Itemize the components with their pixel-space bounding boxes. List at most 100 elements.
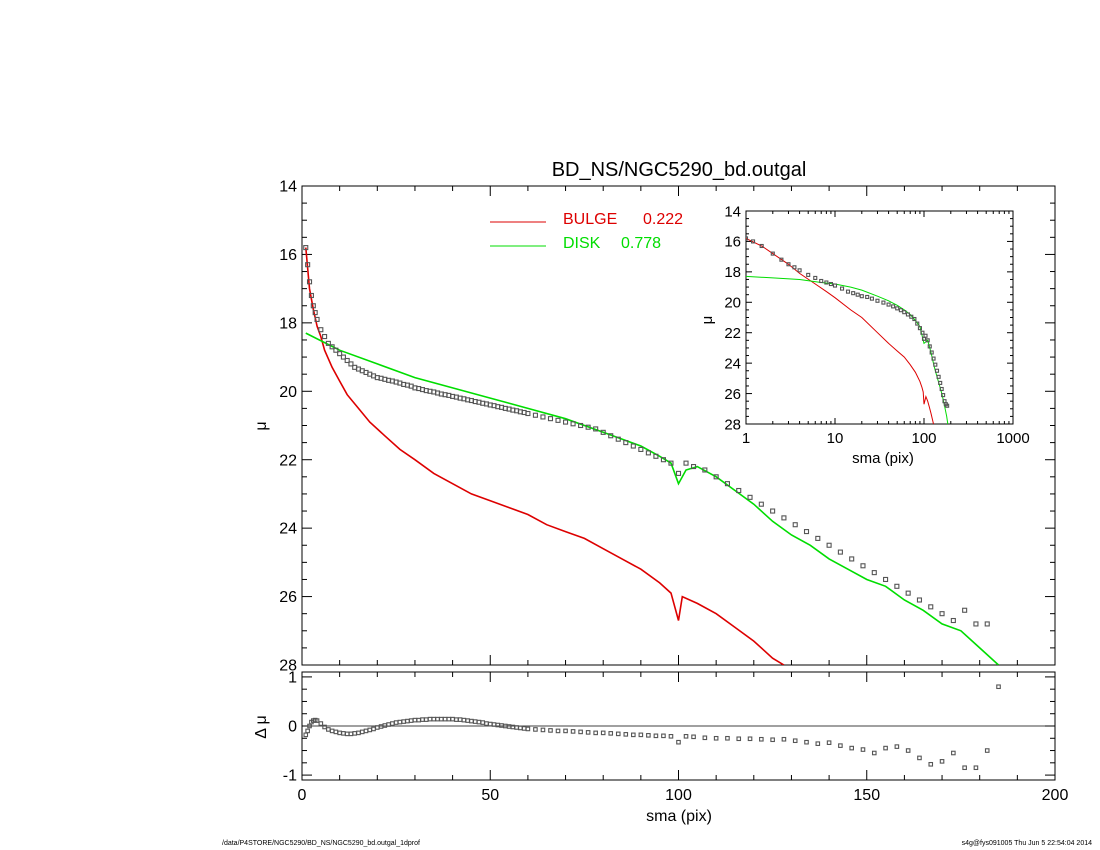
resid-data-point <box>431 716 437 722</box>
resid-data-point <box>871 750 877 756</box>
main-data-point <box>333 347 339 353</box>
inset-data-point <box>941 393 946 398</box>
main-data-point <box>547 416 554 422</box>
main-data-point <box>314 316 320 322</box>
main-data-point <box>691 464 697 470</box>
main-data-point <box>781 515 787 521</box>
inset-data-point <box>792 265 797 270</box>
resid-data-point <box>378 724 384 729</box>
resid-data-point <box>973 765 979 771</box>
main-data-point <box>623 440 629 446</box>
resid-data-point <box>337 730 342 736</box>
resid-data-point <box>928 761 934 767</box>
main-data-point <box>770 508 776 514</box>
main-data-point <box>645 450 651 456</box>
resid-data-point <box>951 750 956 756</box>
main-data-point <box>962 607 968 613</box>
resid-data-point <box>420 717 425 722</box>
inset-data-point <box>865 294 870 300</box>
resid-data-point <box>804 739 809 745</box>
main-data-point <box>308 292 314 299</box>
resid-xtick-label: 150 <box>853 787 880 804</box>
resid-data-point <box>386 722 391 727</box>
resid-data-point <box>736 736 742 742</box>
inset-data-point <box>869 296 874 301</box>
inset-xtick-label: 100 <box>911 430 936 447</box>
main-data-point <box>905 590 911 596</box>
inset-data-point <box>920 330 925 335</box>
resid-data-point <box>815 741 821 746</box>
resid-data-point <box>408 718 414 723</box>
resid-data-point <box>305 728 310 734</box>
resid-data-point <box>393 720 399 725</box>
main-data-point <box>668 460 674 466</box>
main-ytick-label: 22 <box>279 452 297 469</box>
resid-data-point <box>427 716 433 722</box>
resid-data-point <box>563 728 568 734</box>
resid-data-point <box>454 717 459 722</box>
inset-data-point <box>931 356 936 361</box>
resid-data-point <box>578 729 583 735</box>
resid-data-point <box>646 733 651 738</box>
resid-data-point <box>344 731 350 737</box>
resid-data-point <box>600 730 606 736</box>
resid-data-point <box>457 717 463 722</box>
resid-data-point <box>615 731 621 737</box>
resid-data-point <box>593 730 598 736</box>
resid-data-point <box>514 725 519 730</box>
resid-data-point <box>661 733 666 739</box>
resid-data-point <box>333 729 339 735</box>
inset-x-axis-label: sma (pix) <box>852 450 914 467</box>
footer-file-path: /data/P4STORE/NGC5290/BD_NS/NGC5290_bd.o… <box>222 840 420 847</box>
resid-data-point <box>401 719 406 724</box>
resid-data-point <box>608 731 614 736</box>
resid-data-point <box>363 728 369 734</box>
main-data-point <box>860 563 866 569</box>
inset-data-point <box>927 344 932 349</box>
main-ytick-label: 24 <box>279 521 297 538</box>
main-data-point <box>826 542 832 548</box>
main-data-point <box>305 262 311 268</box>
main-data-point <box>322 333 328 340</box>
legend-value-bulge: 0.222 <box>643 211 683 228</box>
main-data-point <box>916 597 923 603</box>
resid-data-point <box>359 729 365 735</box>
resid-data-point <box>435 716 440 722</box>
resid-data-point <box>374 725 380 730</box>
inset-data-point <box>909 314 914 319</box>
resid-data-point <box>996 684 1001 690</box>
main-data-point <box>638 446 644 453</box>
resid-data-point <box>570 729 576 734</box>
resid-ytick-label: 1 <box>288 670 297 687</box>
main-disk-line <box>305 332 1000 665</box>
main-data-point <box>837 549 843 555</box>
main-ytick-label: 20 <box>279 384 297 401</box>
resid-data-point <box>905 748 911 753</box>
inset-data-point <box>786 262 791 267</box>
resid-xtick-label: 100 <box>665 787 692 804</box>
resid-data-point <box>491 722 497 727</box>
main-ytick-label: 26 <box>279 589 297 606</box>
inset-data-point <box>770 251 775 256</box>
main-ytick-label: 18 <box>279 315 297 332</box>
residual-x-axis-label: sma (pix) <box>646 808 712 825</box>
inset-data-point <box>915 321 920 326</box>
resid-data-point <box>341 731 346 736</box>
resid-data-point <box>883 745 888 751</box>
resid-data-point <box>412 717 418 723</box>
resid-data-point <box>759 736 764 742</box>
main-data-point <box>724 481 730 487</box>
main-data-point <box>532 412 538 418</box>
resid-data-point <box>792 738 798 744</box>
resid-data-point <box>860 747 866 752</box>
main-data-point <box>555 417 561 423</box>
inset-axes: 14 16 18 20 22 24 26 281 10 100 1000 <box>724 203 1029 447</box>
resid-data-point <box>653 733 659 739</box>
main-data-point <box>312 310 318 316</box>
main-y-axis-label: μ <box>253 421 270 430</box>
legend-label-disk: DISK <box>563 235 601 252</box>
resid-data-point <box>826 740 832 745</box>
resid-data-point <box>472 719 478 724</box>
main-data-point <box>803 529 810 535</box>
